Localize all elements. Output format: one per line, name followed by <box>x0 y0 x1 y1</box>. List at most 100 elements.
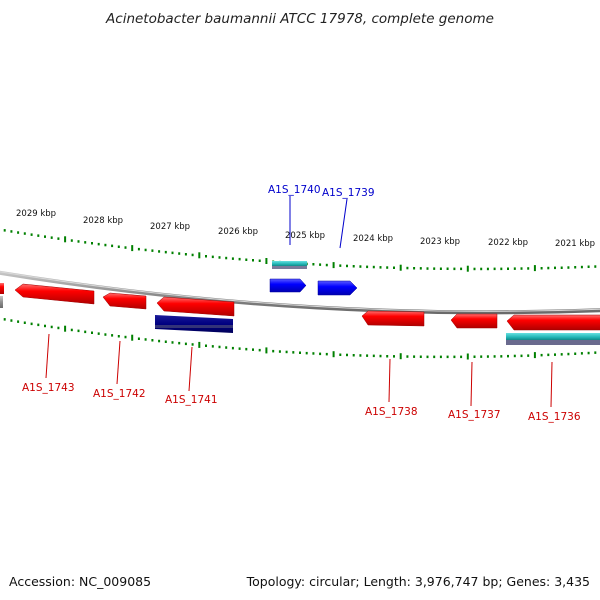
minor-tick <box>231 257 234 260</box>
minor-tick <box>439 267 442 270</box>
minor-tick <box>117 335 120 338</box>
minor-tick <box>352 265 355 268</box>
gene-label-a1s-1736[interactable]: A1S_1736 <box>528 411 581 423</box>
gene-label-a1s-1741[interactable]: A1S_1741 <box>165 394 218 406</box>
minor-tick <box>50 325 53 329</box>
minor-tick <box>372 265 375 269</box>
gene-label-a1s-1743[interactable]: A1S_1743 <box>22 382 75 394</box>
minor-tick <box>57 237 60 240</box>
minor-tick <box>339 353 342 356</box>
minor-tick <box>245 258 248 261</box>
minor-tick <box>507 267 509 270</box>
minor-tick <box>70 239 73 242</box>
minor-tick <box>211 345 214 348</box>
gene-a1s-1738[interactable] <box>361 310 425 327</box>
minor-tick <box>178 252 181 255</box>
minor-tick <box>292 351 295 354</box>
upper-genes <box>269 261 358 296</box>
minor-tick <box>57 326 60 330</box>
minor-tick <box>554 353 556 356</box>
scale-label-2024: 2024 kbp <box>353 234 393 244</box>
minor-tick <box>547 353 550 357</box>
minor-tick <box>419 267 422 270</box>
minor-tick <box>158 339 161 343</box>
minor-tick <box>527 354 530 357</box>
minor-tick <box>460 355 463 359</box>
minor-tick <box>171 251 174 255</box>
minor-tick <box>164 340 167 343</box>
minor-tick <box>44 324 46 328</box>
gene-a1s-1741[interactable] <box>155 296 235 333</box>
minor-tick <box>151 339 154 342</box>
major-tick <box>131 245 134 252</box>
minor-tick <box>433 355 436 359</box>
minor-tick <box>238 257 241 261</box>
minor-tick <box>520 354 523 358</box>
minor-tick <box>91 242 93 245</box>
minor-tick <box>325 352 328 356</box>
minor-tick <box>460 267 463 271</box>
minor-tick <box>372 354 375 358</box>
minor-tick <box>218 256 221 259</box>
gene-a1s-1740[interactable] <box>269 261 307 293</box>
minor-tick <box>231 346 234 350</box>
minor-tick <box>406 266 409 270</box>
major-tick <box>131 334 134 341</box>
minor-tick <box>567 352 570 356</box>
gene-a1s-1737[interactable] <box>450 313 498 329</box>
gene-label-a1s-1737[interactable]: A1S_1737 <box>448 409 501 421</box>
minor-tick <box>500 267 503 271</box>
minor-tick <box>433 267 436 270</box>
major-tick <box>64 325 67 332</box>
minor-tick <box>574 352 577 355</box>
minor-tick <box>97 242 100 246</box>
minor-tick <box>574 266 577 269</box>
minor-tick <box>359 354 362 357</box>
gene-a1s-1739[interactable] <box>317 280 358 296</box>
minor-tick <box>252 348 254 351</box>
lower-genes <box>0 283 600 345</box>
minor-tick <box>3 318 6 321</box>
minor-tick <box>205 255 207 258</box>
minor-tick <box>305 351 308 355</box>
minor-tick <box>393 355 395 358</box>
minor-tick <box>84 241 87 244</box>
major-tick <box>533 352 536 359</box>
minor-tick <box>500 355 503 358</box>
minor-tick <box>319 263 322 266</box>
minor-tick <box>480 267 483 271</box>
minor-tick <box>37 234 40 237</box>
accession-text: Accession: NC_009085 <box>9 574 152 589</box>
minor-tick <box>84 330 87 334</box>
minor-tick <box>3 229 6 232</box>
gene-label-a1s-1739[interactable]: A1S_1739 <box>322 187 375 199</box>
gene-a1s-1743[interactable] <box>14 283 95 305</box>
minor-tick <box>258 259 261 262</box>
minor-tick <box>580 265 583 269</box>
minor-tick <box>446 267 449 270</box>
scale-label-2029: 2029 kbp <box>16 209 56 219</box>
minor-tick <box>560 266 563 269</box>
gene-a1s-1736[interactable] <box>506 314 600 345</box>
minor-tick <box>554 266 556 270</box>
minor-tick <box>379 266 382 269</box>
scale-ticks-outer <box>3 229 597 272</box>
minor-tick <box>386 266 389 269</box>
minor-tick <box>547 266 550 270</box>
map-title: Acinetobacter baumannii ATCC 17978, comp… <box>105 11 494 27</box>
minor-tick <box>366 265 369 269</box>
minor-tick <box>238 347 241 350</box>
minor-tick <box>486 267 489 271</box>
major-tick <box>466 353 469 360</box>
minor-tick <box>151 249 154 252</box>
minor-tick <box>594 351 597 354</box>
major-tick <box>198 252 201 259</box>
scale-label-2028: 2028 kbp <box>83 216 123 226</box>
gene-partial-left[interactable] <box>0 283 4 308</box>
gene-label-a1s-1742[interactable]: A1S_1742 <box>93 388 146 400</box>
gene-a1s-1742[interactable] <box>102 292 147 310</box>
gene-label-a1s-1740[interactable]: A1S_1740 <box>268 184 321 196</box>
minor-tick <box>540 353 543 357</box>
minor-tick <box>111 334 114 337</box>
gene-label-a1s-1738[interactable]: A1S_1738 <box>365 406 418 418</box>
